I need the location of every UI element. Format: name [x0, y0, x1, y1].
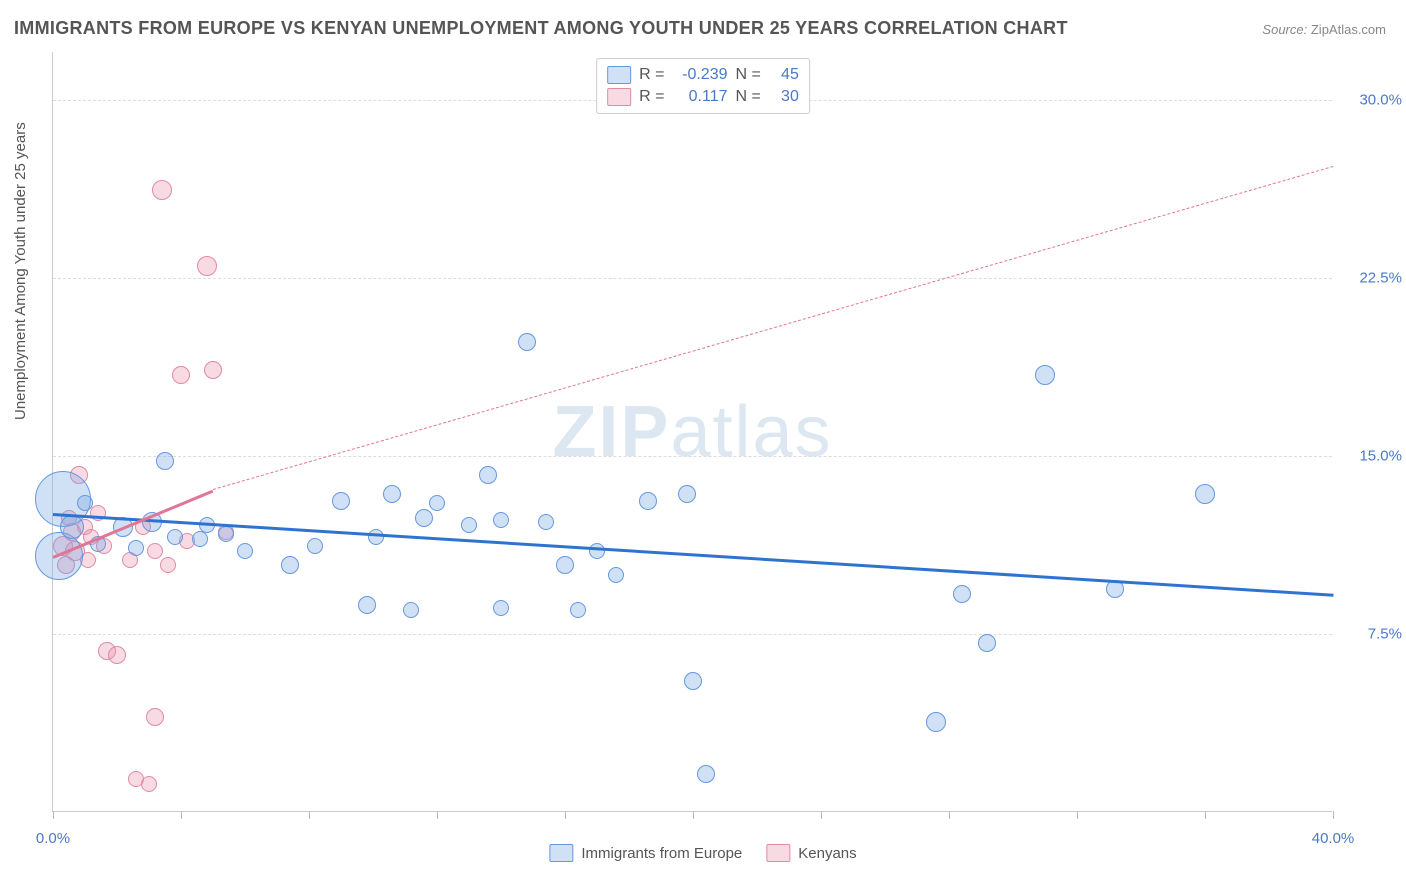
data-point-europe	[461, 517, 477, 533]
data-point-kenyans	[172, 366, 190, 384]
data-point-europe	[1195, 484, 1215, 504]
data-point-kenyans	[146, 708, 164, 726]
data-point-europe	[383, 485, 401, 503]
data-point-europe	[218, 526, 234, 542]
x-tick	[1205, 811, 1206, 819]
r-label: R =	[639, 86, 664, 108]
chart-title: IMMIGRANTS FROM EUROPE VS KENYAN UNEMPLO…	[14, 18, 1068, 39]
data-point-europe	[684, 672, 702, 690]
data-point-europe	[953, 585, 971, 603]
data-point-europe	[156, 452, 174, 470]
data-point-europe	[358, 596, 376, 614]
data-point-kenyans	[108, 646, 126, 664]
x-tick	[693, 811, 694, 819]
data-point-europe	[697, 765, 715, 783]
legend-row-europe: R = -0.239 N = 45	[607, 64, 799, 86]
x-tick	[949, 811, 950, 819]
data-point-europe	[570, 602, 586, 618]
swatch-kenyans	[607, 88, 631, 106]
legend-label-kenyans: Kenyans	[798, 845, 856, 862]
data-point-kenyans	[152, 180, 172, 200]
x-tick	[53, 811, 54, 819]
data-point-europe	[1035, 365, 1055, 385]
data-point-europe	[415, 509, 433, 527]
legend-row-kenyans: R = 0.117 N = 30	[607, 86, 799, 108]
legend-label-europe: Immigrants from Europe	[581, 845, 742, 862]
n-label: N =	[736, 86, 761, 108]
source-label: Source:	[1262, 22, 1307, 37]
data-point-europe	[128, 540, 144, 556]
data-point-kenyans	[160, 557, 176, 573]
data-point-europe	[493, 600, 509, 616]
swatch-europe	[607, 66, 631, 84]
data-point-europe	[237, 543, 253, 559]
source-attribution: Source: ZipAtlas.com	[1262, 22, 1386, 37]
data-point-europe	[192, 531, 208, 547]
x-tick	[437, 811, 438, 819]
series-legend: Immigrants from Europe Kenyans	[549, 844, 856, 862]
n-label: N =	[736, 64, 761, 86]
gridline	[53, 634, 1332, 635]
scatter-chart: ZIPatlas 7.5%15.0%22.5%30.0%0.0%40.0%	[52, 52, 1332, 812]
data-point-europe	[281, 556, 299, 574]
data-point-europe	[332, 492, 350, 510]
r-label: R =	[639, 64, 664, 86]
data-point-europe	[678, 485, 696, 503]
data-point-kenyans	[204, 361, 222, 379]
x-tick	[181, 811, 182, 819]
data-point-europe	[429, 495, 445, 511]
data-point-europe	[493, 512, 509, 528]
data-point-kenyans	[141, 776, 157, 792]
x-tick	[821, 811, 822, 819]
legend-item-kenyans: Kenyans	[766, 844, 856, 862]
source-value: ZipAtlas.com	[1311, 22, 1386, 37]
data-point-europe	[60, 515, 84, 539]
watermark: ZIPatlas	[552, 391, 832, 473]
x-tick-label: 40.0%	[1312, 830, 1355, 847]
data-point-europe	[403, 602, 419, 618]
correlation-legend: R = -0.239 N = 45 R = 0.117 N = 30	[596, 58, 810, 114]
legend-item-europe: Immigrants from Europe	[549, 844, 742, 862]
x-tick	[565, 811, 566, 819]
data-point-europe	[608, 567, 624, 583]
data-point-europe	[926, 712, 946, 732]
data-point-europe	[639, 492, 657, 510]
y-axis-label: Unemployment Among Youth under 25 years	[12, 122, 29, 420]
data-point-europe	[518, 333, 536, 351]
data-point-europe	[556, 556, 574, 574]
gridline	[53, 456, 1332, 457]
x-tick-label: 0.0%	[36, 830, 70, 847]
swatch-europe	[549, 844, 573, 862]
data-point-kenyans	[197, 256, 217, 276]
y-tick-label: 7.5%	[1342, 625, 1402, 642]
swatch-kenyans	[766, 844, 790, 862]
data-point-kenyans	[147, 543, 163, 559]
y-tick-label: 22.5%	[1342, 269, 1402, 286]
x-tick	[1333, 811, 1334, 819]
y-tick-label: 15.0%	[1342, 447, 1402, 464]
n-value-kenyans: 30	[769, 86, 799, 108]
data-point-europe	[479, 466, 497, 484]
data-point-europe	[77, 495, 93, 511]
n-value-europe: 45	[769, 64, 799, 86]
x-tick	[309, 811, 310, 819]
trendline-kenyans-extrapolated	[213, 166, 1333, 490]
data-point-europe	[538, 514, 554, 530]
data-point-europe	[978, 634, 996, 652]
x-tick	[1077, 811, 1078, 819]
gridline	[53, 278, 1332, 279]
r-value-europe: -0.239	[673, 64, 728, 86]
r-value-kenyans: 0.117	[673, 86, 728, 108]
data-point-europe	[167, 529, 183, 545]
data-point-europe	[307, 538, 323, 554]
data-point-europe	[589, 543, 605, 559]
y-tick-label: 30.0%	[1342, 91, 1402, 108]
